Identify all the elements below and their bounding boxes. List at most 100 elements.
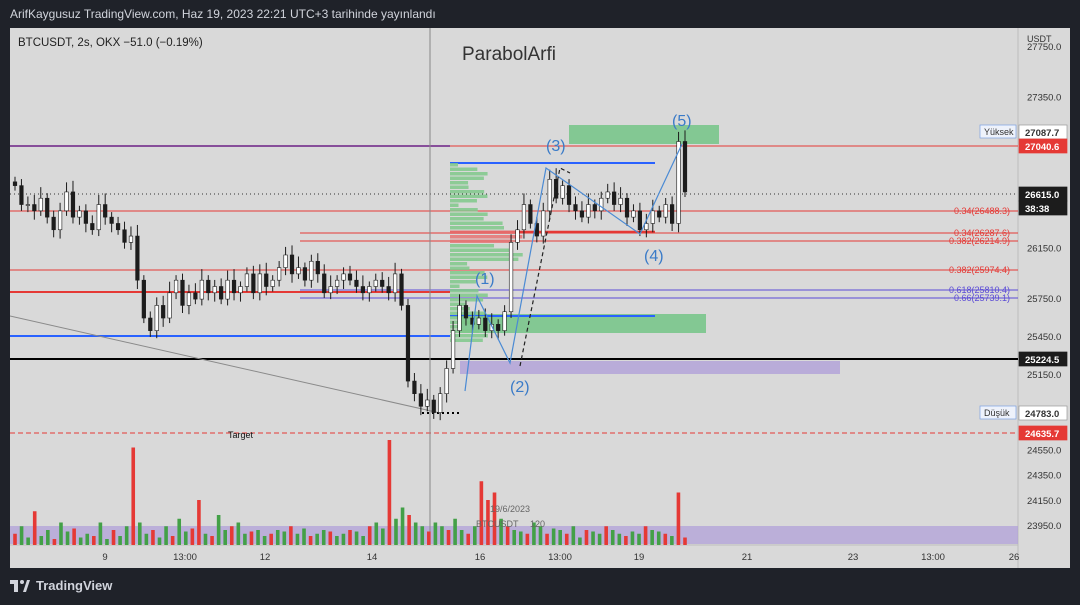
candle-body (508, 242, 514, 313)
profile-bar (450, 203, 459, 207)
volume-bar (52, 539, 57, 545)
candle-body (180, 279, 185, 306)
candle-body (96, 204, 101, 231)
profile-bar (450, 257, 519, 261)
candle-body (444, 368, 449, 394)
volume-bar (551, 528, 556, 545)
volume-bar (32, 511, 37, 545)
candle-body (541, 210, 546, 237)
candle-body (380, 279, 385, 287)
volume-bar (413, 522, 418, 545)
price-tag-bg (1018, 405, 1068, 421)
volume-bar (348, 530, 352, 545)
candle-body (566, 185, 572, 205)
count-label: 120 (530, 519, 545, 529)
demand-zone-purple (460, 361, 840, 374)
candle-body (296, 267, 301, 275)
volume-bar (525, 533, 530, 545)
volume-bar (420, 526, 425, 545)
time-tick-label: 13:00 (173, 552, 197, 563)
candle-body (528, 204, 533, 224)
candle-body (25, 204, 30, 206)
fib-label: 0.34(26488.3) (954, 206, 1010, 216)
wave-label: (5) (672, 113, 692, 130)
volume-bar (518, 531, 523, 545)
candle-body (167, 292, 172, 319)
candle-body (438, 393, 443, 413)
candles-layer (12, 130, 688, 421)
volume-bar (374, 522, 379, 545)
volume-bar (453, 518, 457, 545)
trendline-gray (9, 315, 441, 414)
candle-body (676, 141, 681, 224)
candle-body (405, 305, 411, 382)
volume-bar (289, 526, 293, 545)
target-zone-top (569, 125, 719, 144)
chart-area[interactable]: ParabolArfi BTCUSDT, 2s, OKX −51.0 (−0.1… (9, 28, 1070, 568)
candle-body (83, 210, 88, 224)
volume-bar (538, 526, 543, 545)
candle-body (605, 191, 610, 199)
volume-bar (138, 522, 142, 545)
profile-bar (450, 334, 488, 338)
price-tag-caption-bg (979, 124, 1017, 139)
volume-bar (512, 530, 517, 545)
wave-labels: (1) (2) (3) (4) (5) (475, 113, 692, 396)
candle-body (554, 179, 559, 199)
profile-bar (450, 190, 485, 194)
volume-bar (400, 507, 405, 545)
candle-body (592, 204, 597, 212)
volume-bar (190, 528, 195, 545)
time-tick-label: 21 (742, 552, 753, 563)
wave-label: (2) (510, 379, 530, 396)
price-chart[interactable]: ParabolArfi BTCUSDT, 2s, OKX −51.0 (−0.1… (9, 28, 1070, 568)
candle-body (624, 197, 630, 218)
candle-body (270, 279, 275, 287)
volume-bar (591, 531, 595, 545)
price-tag-value: 24783.0 (1025, 409, 1059, 420)
profile-bar (450, 302, 467, 306)
candle-body (631, 210, 636, 218)
time-tick-label: 19 (634, 552, 645, 563)
candle-body (670, 204, 675, 224)
price-tick-label: 27750.0 (1027, 42, 1061, 53)
price-tag-value: 38:38 (1025, 204, 1049, 215)
volume-bar (98, 522, 103, 545)
publish-header: ArifKaygusuz TradingView.com, Haz 19, 20… (10, 7, 436, 21)
candle-body (251, 273, 256, 294)
candle-body (418, 393, 423, 407)
candle-body (135, 235, 140, 281)
volume-bar (59, 522, 63, 545)
wave-label: (1) (475, 271, 495, 288)
profile-bar (450, 316, 488, 320)
volume-bar (656, 531, 661, 545)
profile-bar (450, 293, 488, 297)
volume-bar (203, 533, 208, 545)
candle-body (547, 179, 552, 212)
price-tick-label: 25750.0 (1027, 294, 1061, 305)
volume-bar (624, 536, 628, 545)
volume-bar (256, 530, 260, 545)
volume-bar (578, 537, 582, 545)
price-tag-bg (1018, 425, 1068, 441)
candle-body (341, 273, 346, 281)
candle-body (109, 216, 114, 224)
volume-bar (361, 536, 365, 545)
candle-body (302, 267, 308, 281)
volume-bar (275, 530, 280, 545)
volume-bar (229, 526, 234, 545)
candle-body (367, 286, 372, 294)
candle-body (38, 197, 43, 212)
volume-profile (450, 163, 523, 342)
candle-body (502, 311, 507, 331)
profile-bar (450, 262, 468, 266)
time-tick-label: 14 (367, 552, 378, 563)
candle-body (586, 204, 591, 218)
price-tag-value: 24635.7 (1025, 429, 1059, 440)
volume-bar (282, 531, 287, 545)
volume-bar (151, 530, 155, 545)
volume-bar (124, 526, 129, 545)
candle-body (657, 210, 662, 218)
volume-bar (197, 500, 201, 545)
